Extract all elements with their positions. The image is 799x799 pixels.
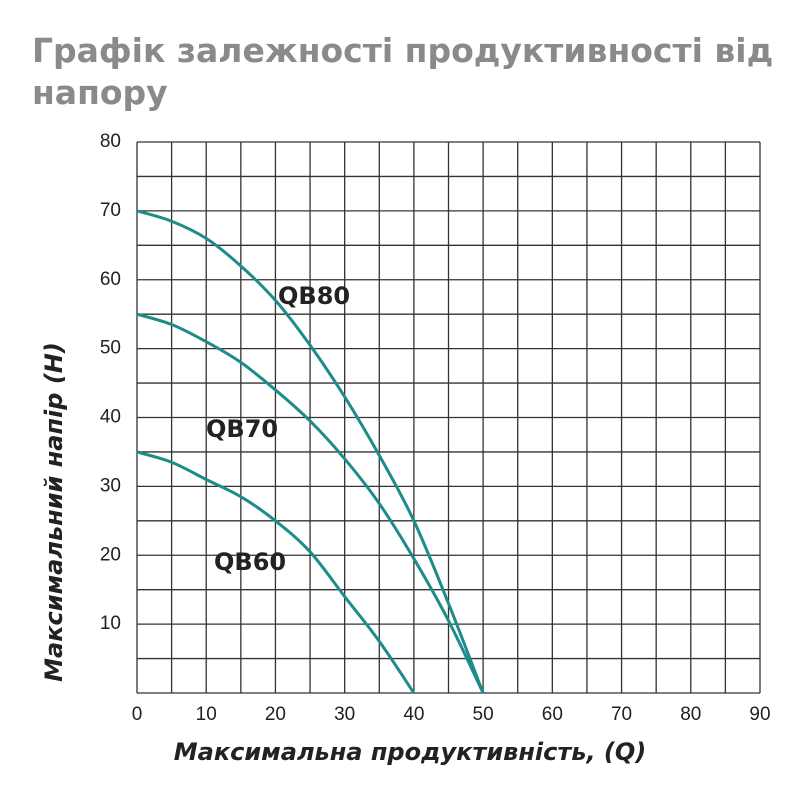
x-tick-label: 0 [132,704,143,725]
x-axis-label: Максимальна продуктивність, (Q) [174,738,647,766]
x-tick-label: 80 [680,704,701,725]
x-tick-label: 90 [749,704,770,725]
series-line [136,450,416,694]
y-tick-label: 30 [100,475,121,496]
series-label: QB70 [206,415,278,443]
chart-title: Графік залежності продуктивності від [32,31,773,70]
y-tick-label: 80 [100,131,121,152]
x-tick-label: 20 [265,704,286,725]
series-label: QB60 [214,548,286,576]
y-axis-label: Максимальний напір (H) [40,342,68,682]
y-tick-label: 60 [100,269,121,290]
y-tick-label: 10 [100,613,121,634]
chart-title: напору [32,73,168,112]
series-line [136,209,485,694]
y-tick-label: 50 [100,338,121,359]
y-tick-label: 70 [100,200,121,221]
series-line [136,312,485,694]
x-tick-label: 70 [611,704,632,725]
y-tick-label: 40 [100,407,121,428]
series-label: QB80 [278,282,350,310]
x-tick-label: 40 [403,704,424,725]
x-tick-label: 50 [473,704,494,725]
y-tick-label: 20 [100,544,121,565]
x-tick-label: 30 [334,704,355,725]
x-tick-label: 60 [542,704,563,725]
x-tick-label: 10 [196,704,217,725]
